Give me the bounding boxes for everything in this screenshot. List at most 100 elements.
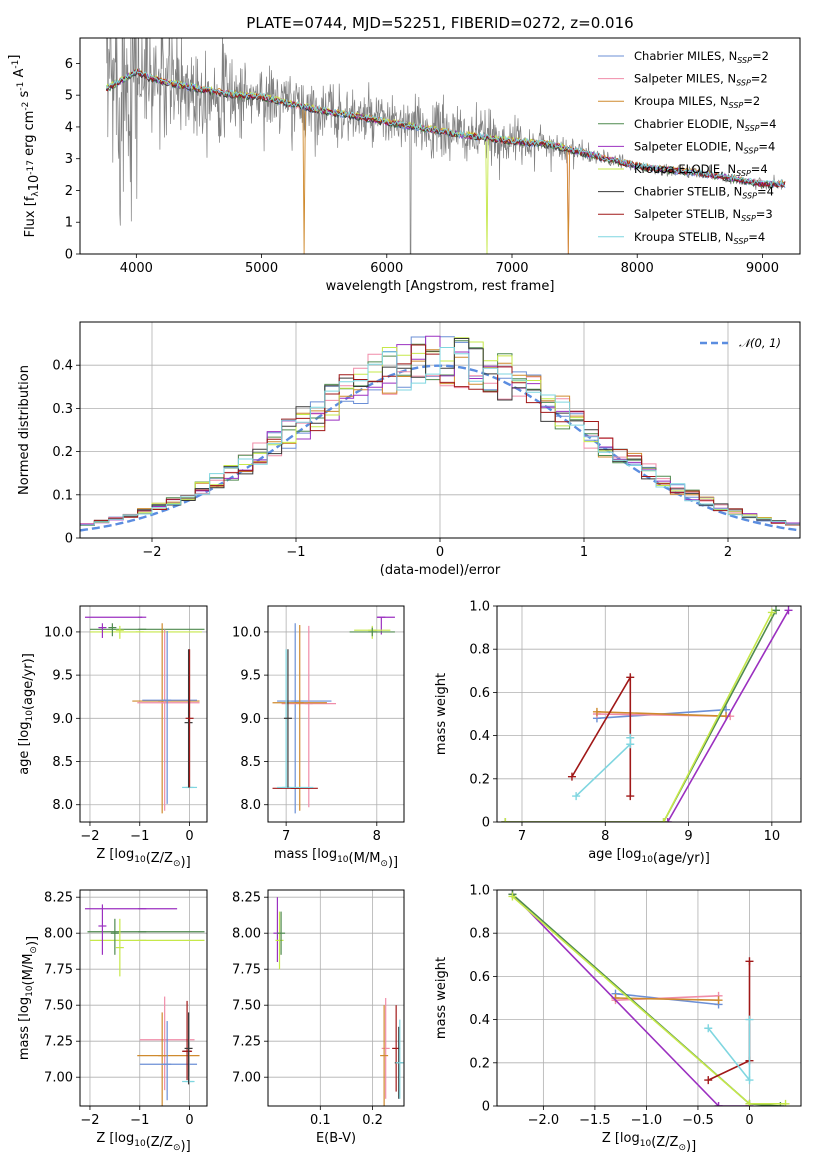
- y-axis-label: Normed distribution: [17, 365, 32, 495]
- x-tick-label: 4000: [120, 261, 153, 276]
- y-tick-label: 0: [482, 1100, 490, 1115]
- plot-area: [80, 335, 800, 532]
- x-tick-label: −2: [80, 829, 99, 844]
- y-tick-label: 0.3: [52, 402, 73, 417]
- plot-area: [508, 890, 790, 1106]
- series-marker: [663, 818, 672, 822]
- x-tick-label: −2: [80, 1113, 99, 1128]
- panel-massweight_vs_Z: −2.0 −1.5 −1.0 −0.5 0 0 0.2 0.4 0.6 0.8 1.0 Z [log1…: [434, 884, 802, 1154]
- y-tick-label: 9.5: [52, 669, 73, 684]
- plot-area: [272, 616, 395, 814]
- y-tick-label: 0: [65, 248, 73, 263]
- y-tick-label: 7.75: [44, 963, 73, 978]
- axes-frame: [267, 889, 405, 1107]
- y-tick-label: 8.0: [240, 798, 261, 813]
- panel-spectrum: 4000 5000 6000 7000 8000 9000 0 1 2 3 4 5 6 wavelengt…: [7, 37, 801, 294]
- y-tick-label: 4: [65, 120, 73, 135]
- axes-frame: [496, 889, 802, 1107]
- hist-kroupa_stelib: [80, 347, 800, 526]
- series-kroupa_elodie: [505, 612, 773, 822]
- observed-spectrum: [106, 38, 786, 254]
- x-axis-label: wavelength [Angstrom, rest frame]: [326, 279, 555, 294]
- plot-area: [84, 904, 205, 1106]
- x-tick-label: 0: [185, 1113, 193, 1128]
- y-axis-label: mass weight: [434, 673, 449, 755]
- x-tick-label: 6000: [370, 261, 403, 276]
- y-tick-label: 6: [65, 57, 73, 72]
- series-marker: [714, 996, 723, 1005]
- x-tick-label: 0: [185, 829, 193, 844]
- plot-area: [84, 616, 205, 814]
- model-spectrum-chabrier_stelib: [105, 69, 786, 190]
- panel-mass_vs_EBV: 0.1 0.2 7.00 7.25 7.50 7.75 8.00 8.25 E(B-V): [232, 889, 405, 1146]
- series-salpeter_stelib: [707, 961, 751, 1081]
- x-tick-label: 8: [601, 829, 609, 844]
- legend-entry: Kroupa STELIB, NSSP=4: [634, 230, 765, 246]
- x-tick-label: −0.5: [682, 1113, 714, 1128]
- y-tick-label: 7.00: [44, 1071, 73, 1086]
- series-marker: [626, 673, 635, 682]
- y-tick-label: 0.6: [469, 686, 490, 701]
- x-tick-label: 7: [282, 829, 290, 844]
- y-tick-label: 1.0: [469, 600, 490, 615]
- y-tick-label: 8.5: [52, 755, 73, 770]
- x-tick-label: 0: [745, 1113, 753, 1128]
- x-tick-label: 0: [436, 545, 444, 560]
- legend-entry: Salpeter MILES, NSSP=2: [634, 72, 768, 88]
- x-axis-label: E(B-V): [316, 1131, 356, 1146]
- series-marker: [659, 818, 668, 822]
- panel-age_vs_Z: −2 −1 0 8.0 8.5 9.0 9.5 10.0 Z [log10(Z/Z⊙)] age …: [17, 605, 208, 870]
- legend-entry: Kroupa ELODIE, NSSP=4: [634, 162, 768, 178]
- y-tick-label: 8.5: [240, 755, 261, 770]
- x-tick-label: −1.5: [579, 1113, 611, 1128]
- y-tick-label: 0.2: [469, 772, 490, 787]
- x-tick-label: 5000: [245, 261, 278, 276]
- y-tick-label: 7.50: [232, 999, 261, 1014]
- x-tick-label: −1: [130, 1113, 149, 1128]
- x-tick-label: 1: [580, 545, 588, 560]
- series-marker: [745, 1076, 754, 1085]
- series-marker: [592, 707, 601, 716]
- axes-frame: [79, 605, 208, 823]
- y-tick-label: 8.0: [52, 798, 73, 813]
- y-tick-label: 10.0: [232, 625, 261, 640]
- series-marker: [714, 1102, 723, 1106]
- x-axis-label: Z [log10(Z/Z⊙)]: [96, 847, 190, 870]
- x-tick-label: 8000: [621, 261, 654, 276]
- y-tick-label: 0.2: [52, 445, 73, 460]
- y-tick-label: 8.25: [44, 891, 73, 906]
- x-tick-label: −1: [130, 829, 149, 844]
- series-marker: [784, 606, 793, 615]
- panels: 4000 5000 6000 7000 8000 90000123456wavelengt…: [7, 37, 802, 1154]
- x-tick-label: 8: [373, 829, 381, 844]
- y-tick-label: 9.0: [52, 712, 73, 727]
- legend-entry: Chabrier STELIB, NSSP=4: [634, 185, 774, 201]
- x-tick-label: 9: [684, 829, 692, 844]
- axes-frame: [79, 321, 801, 539]
- series-marker: [745, 1015, 754, 1024]
- x-tick-label: 10: [764, 829, 781, 844]
- series-marker: [704, 1076, 713, 1085]
- axes-frame: [79, 37, 801, 255]
- y-axis-label: Flux [fλ10-17 erg cm-2 s-1 A-1]: [7, 55, 42, 238]
- y-tick-label: 7.25: [232, 1035, 261, 1050]
- series-salpeter_stelib: [571, 674, 632, 797]
- series-kroupa_miles: [615, 997, 719, 1001]
- series-marker: [745, 957, 754, 966]
- y-tick-label: 7.00: [232, 1071, 261, 1086]
- series-marker: [567, 772, 576, 781]
- series-marker: [508, 892, 517, 901]
- legend-entry: Salpeter STELIB, NSSP=3: [634, 207, 773, 223]
- x-axis-label: Z [log10(Z/Z⊙)]: [602, 1131, 696, 1154]
- y-tick-label: 7.50: [44, 999, 73, 1014]
- y-tick-label: 0: [65, 532, 73, 547]
- y-tick-label: 0.8: [469, 927, 490, 942]
- legend-entry: Salpeter ELODIE, NSSP=4: [634, 139, 775, 155]
- axes-frame: [267, 605, 405, 823]
- y-tick-label: 0.8: [469, 643, 490, 658]
- series-salpeter_miles: [615, 995, 719, 1001]
- y-tick-label: 0.6: [469, 970, 490, 985]
- series-salpeter_elodie: [505, 609, 790, 822]
- y-axis-label: mass weight: [434, 957, 449, 1039]
